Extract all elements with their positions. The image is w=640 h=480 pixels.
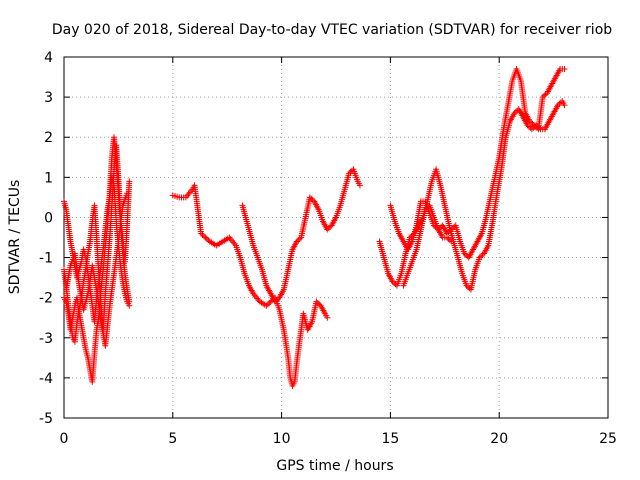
data-point	[529, 120, 536, 127]
data-point	[525, 123, 532, 130]
data-point	[198, 230, 205, 237]
data-point	[200, 233, 207, 240]
y-tick-label: -5	[39, 411, 53, 427]
data-point	[293, 238, 300, 245]
data-point	[449, 225, 456, 232]
data-point	[461, 250, 468, 257]
data-point	[296, 235, 303, 242]
y-tick-label: 2	[44, 130, 53, 146]
data-point	[124, 190, 131, 197]
data-point	[528, 119, 535, 126]
data-point	[423, 205, 430, 212]
data-point	[126, 178, 133, 185]
data-point	[561, 102, 568, 109]
data-point	[266, 300, 273, 307]
data-point	[324, 314, 331, 321]
y-axis-label: SDTVAR / TECUs	[7, 180, 23, 295]
data-point	[324, 226, 331, 233]
data-point	[512, 108, 519, 115]
data-point	[313, 298, 320, 305]
data-point	[556, 100, 563, 107]
data-point	[462, 251, 469, 258]
data-point	[205, 237, 212, 244]
data-point	[443, 234, 450, 241]
data-point	[478, 253, 485, 260]
y-tick-label: 3	[44, 90, 53, 106]
data-point	[541, 92, 548, 99]
data-point	[422, 206, 429, 213]
y-tick-label: 1	[44, 170, 53, 186]
data-point	[346, 170, 353, 177]
axis-ticks: 0 5 10 15 20 25 -5 -4 -3 -2 -1 0 1 2 3 4	[39, 50, 617, 447]
y-tick-label: -4	[39, 371, 53, 387]
data-point	[126, 298, 133, 305]
x-tick-label: 0	[60, 431, 69, 447]
plot-frame	[63, 56, 609, 419]
data-point	[554, 102, 561, 109]
data-point	[465, 283, 472, 290]
data-points	[61, 66, 568, 389]
data-point	[295, 237, 302, 244]
y-tick-label: 4	[44, 50, 53, 66]
x-tick-label: 20	[490, 431, 508, 447]
y-tick-label: -2	[39, 291, 53, 307]
data-point	[532, 123, 539, 130]
data-point	[445, 229, 452, 236]
data-point	[325, 225, 332, 232]
data-point	[306, 194, 313, 201]
data-point	[526, 118, 533, 125]
data-point	[557, 99, 564, 106]
y-tick-label: 0	[44, 210, 53, 226]
data-point	[273, 297, 280, 304]
x-tick-label: 5	[168, 431, 177, 447]
data-point	[263, 302, 270, 309]
data-point	[347, 168, 354, 175]
chart-title: Day 020 of 2018, Sidereal Day-to-day VTE…	[52, 22, 612, 38]
data-point	[272, 298, 279, 305]
data-point	[448, 226, 455, 233]
y-tick-label: -3	[39, 331, 53, 347]
data-point	[202, 234, 209, 241]
data-point	[446, 237, 453, 244]
data-point	[314, 300, 321, 307]
x-tick-label: 15	[381, 431, 399, 447]
x-tick-label: 10	[273, 431, 291, 447]
data-point	[445, 235, 452, 242]
data-point	[539, 94, 546, 101]
data-point	[561, 66, 568, 73]
data-point	[308, 195, 315, 202]
data-point	[389, 278, 396, 285]
data-point	[446, 227, 453, 234]
data-point	[391, 279, 398, 286]
data-point	[524, 122, 531, 129]
data-point	[511, 110, 518, 117]
data-point	[476, 254, 483, 261]
data-point	[203, 235, 210, 242]
data-point	[448, 238, 455, 245]
data-point	[264, 301, 271, 308]
y-tick-label: -1	[39, 251, 53, 267]
data-point	[199, 231, 206, 238]
x-axis-label: GPS time / hours	[276, 458, 393, 474]
data-point	[356, 182, 363, 189]
x-tick-label: 25	[599, 431, 617, 447]
data-point	[463, 282, 470, 289]
data-point	[528, 126, 535, 133]
